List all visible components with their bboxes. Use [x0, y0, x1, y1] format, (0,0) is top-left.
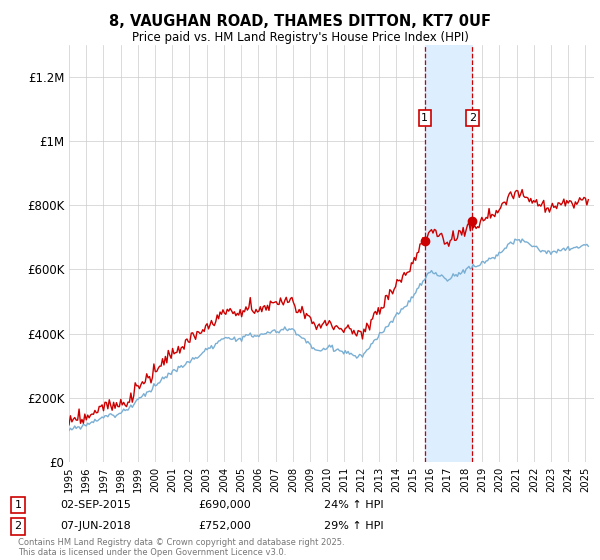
Text: Contains HM Land Registry data © Crown copyright and database right 2025.
This d: Contains HM Land Registry data © Crown c… — [18, 538, 344, 557]
Bar — [425, 45, 472, 462]
Text: £752,000: £752,000 — [198, 521, 251, 531]
Text: 8, VAUGHAN ROAD, THAMES DITTON, KT7 0UF: 8, VAUGHAN ROAD, THAMES DITTON, KT7 0UF — [109, 14, 491, 29]
Text: 2: 2 — [469, 113, 476, 123]
Text: £690,000: £690,000 — [198, 500, 251, 510]
Text: 2: 2 — [14, 521, 22, 531]
Text: 1: 1 — [14, 500, 22, 510]
Text: Price paid vs. HM Land Registry's House Price Index (HPI): Price paid vs. HM Land Registry's House … — [131, 31, 469, 44]
Text: 1: 1 — [421, 113, 428, 123]
Text: 29% ↑ HPI: 29% ↑ HPI — [324, 521, 383, 531]
Text: 24% ↑ HPI: 24% ↑ HPI — [324, 500, 383, 510]
Text: 02-SEP-2015: 02-SEP-2015 — [60, 500, 131, 510]
Text: 07-JUN-2018: 07-JUN-2018 — [60, 521, 131, 531]
